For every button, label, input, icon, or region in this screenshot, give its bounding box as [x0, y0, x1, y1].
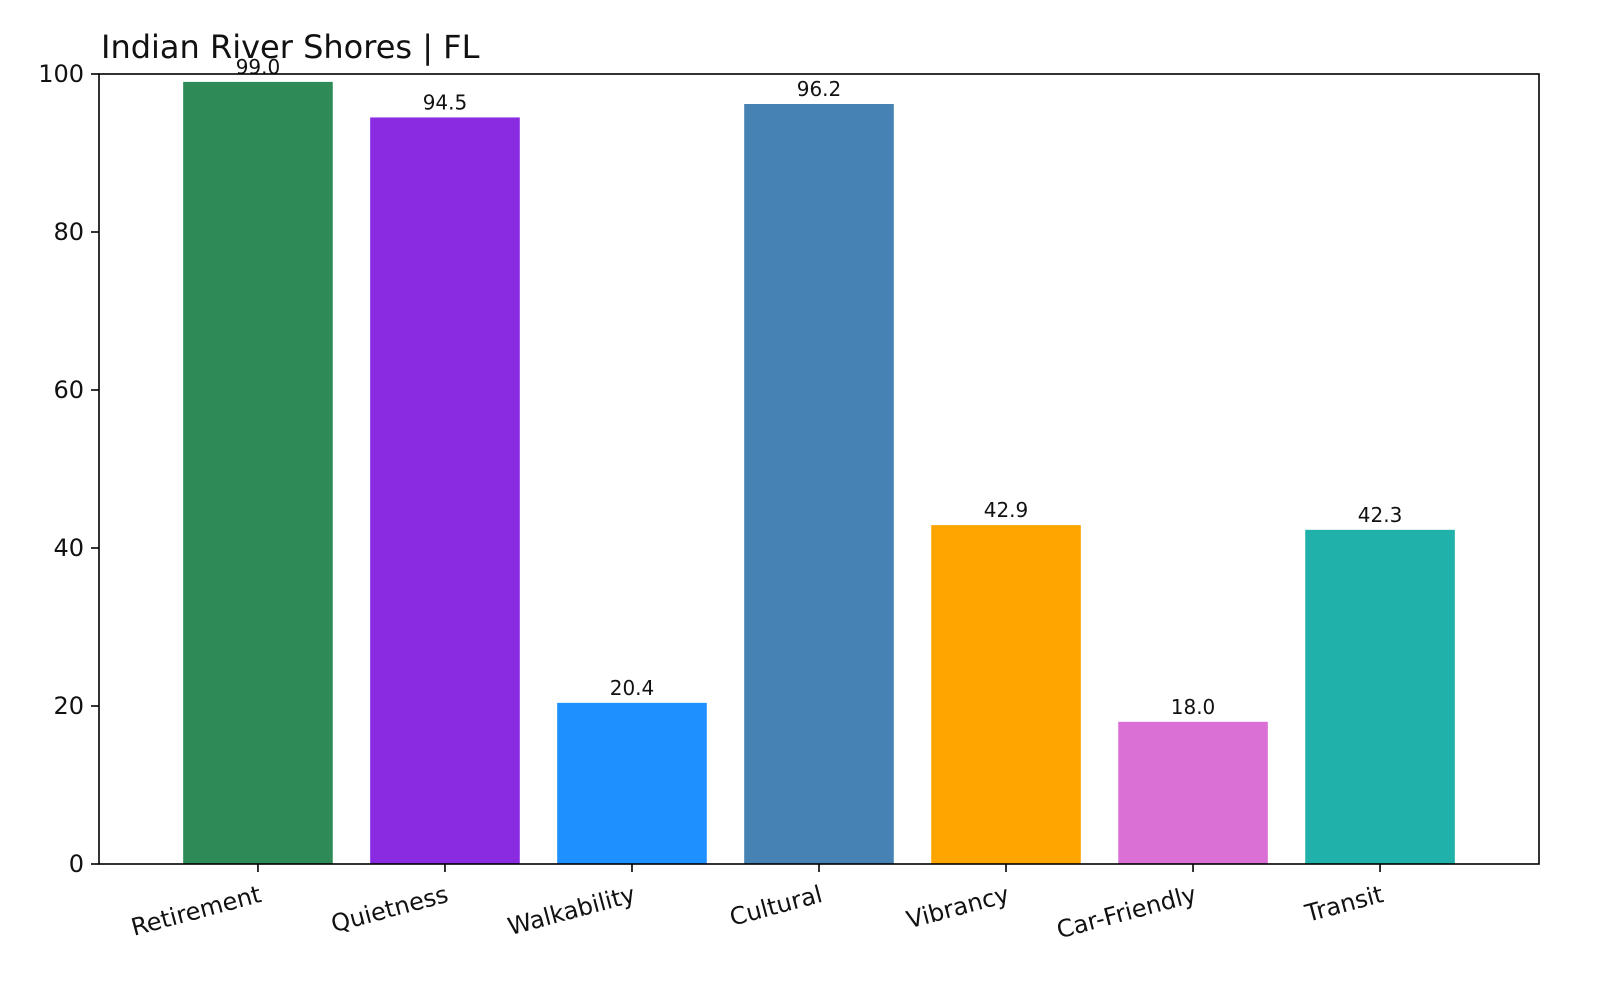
bar-retirement: [183, 81, 333, 864]
y-tick-label: 0: [69, 850, 84, 878]
y-tick-label: 40: [53, 534, 84, 562]
x-tick-label: Car-Friendly: [1054, 880, 1200, 944]
bar-cultural: [744, 104, 894, 864]
x-tick-label: Retirement: [128, 880, 264, 942]
x-tick-label: Transit: [1301, 880, 1386, 928]
bar-vibrancy: [931, 525, 1081, 864]
y-tick-label: 60: [53, 376, 84, 404]
bar-transit: [1305, 529, 1455, 864]
bar-car-friendly: [1118, 721, 1268, 864]
y-tick-label: 100: [38, 60, 84, 88]
data-label: 20.4: [610, 676, 655, 700]
data-label: 94.5: [423, 90, 468, 114]
data-label: 18.0: [1171, 695, 1216, 719]
bars-layer: [183, 81, 1455, 864]
x-axis: Retirement Quietness Walkability Cultural Vi…: [128, 864, 1386, 944]
y-tick-label: 20: [53, 692, 84, 720]
plot-frame: [98, 73, 1540, 865]
x-tick-label: Quietness: [328, 880, 451, 938]
data-label: 42.3: [1358, 503, 1403, 527]
y-axis: 0 20 40 60 80 100: [38, 60, 99, 878]
data-label: 99.0: [236, 55, 281, 79]
y-tick-label: 80: [53, 218, 84, 246]
chart-title: Indian River Shores | FL: [101, 28, 480, 66]
x-tick-label: Cultural: [727, 880, 826, 932]
x-tick-label: Vibrancy: [904, 880, 1013, 934]
data-labels-layer: 99.0 94.5 20.4 96.2 42.9 18.0 42.3: [236, 55, 1403, 719]
bar-walkability: [557, 702, 707, 864]
x-tick-label: Walkability: [505, 880, 638, 941]
bar-quietness: [370, 117, 520, 864]
data-label: 96.2: [797, 77, 842, 101]
data-label: 42.9: [984, 498, 1029, 522]
